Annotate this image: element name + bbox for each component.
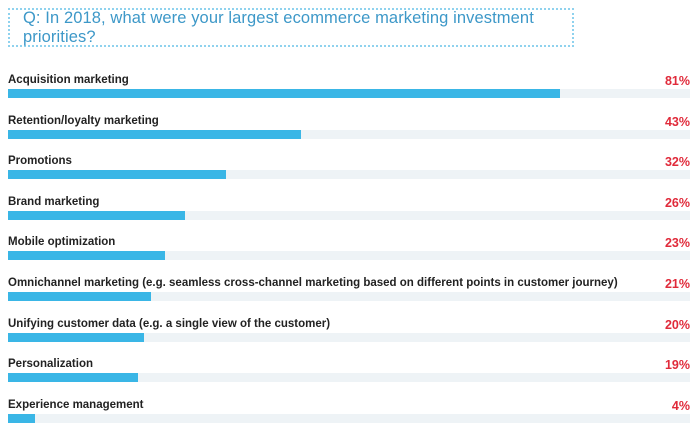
bar-row: Experience management 4% [0, 399, 700, 439]
value-label: 20% [664, 317, 690, 332]
value-label: 4% [671, 398, 690, 413]
bar-row: Omnichannel marketing (e.g. seamless cro… [0, 277, 700, 317]
category-label: Promotions [8, 155, 72, 168]
bar [8, 332, 145, 342]
category-label: Unifying customer data (e.g. a single vi… [8, 317, 331, 330]
bar-track [8, 373, 690, 383]
value-label: 81% [664, 74, 690, 88]
bar-row: Unifying customer data (e.g. a single vi… [0, 318, 700, 358]
bar-row: Personalization 19% [0, 358, 700, 398]
question-text: Q: In 2018, what were your largest ecomm… [23, 8, 534, 46]
bar [8, 129, 302, 139]
bar-row: Brand marketing 26% [0, 196, 700, 236]
bar-track [8, 129, 690, 139]
category-label: Omnichannel marketing (e.g. seamless cro… [8, 277, 618, 289]
category-label: Personalization [8, 358, 93, 371]
value-label: 32% [664, 155, 690, 170]
bar-row: Promotions 32% [0, 155, 700, 195]
bar [8, 251, 165, 261]
category-label: Acquisition marketing [8, 74, 129, 86]
value-label: 23% [664, 236, 690, 251]
bar-row: Mobile optimization 23% [0, 236, 700, 276]
value-label: 21% [664, 277, 690, 291]
bar [8, 292, 152, 301]
bar-row: Retention/loyalty marketing 43% [0, 115, 700, 155]
bar-track [8, 413, 690, 423]
bar [8, 413, 36, 423]
category-label: Mobile optimization [8, 236, 116, 249]
category-label: Experience management [8, 398, 144, 411]
bar-row: Acquisition marketing 81% [0, 74, 700, 114]
category-label: Brand marketing [8, 195, 100, 208]
value-label: 26% [664, 195, 690, 210]
bar-track [8, 292, 690, 301]
question-box: Q: In 2018, what were your largest ecomm… [8, 8, 574, 47]
value-label: 43% [664, 114, 690, 129]
bar-track [8, 210, 690, 220]
bar [8, 170, 227, 180]
value-label: 19% [664, 358, 690, 373]
bar-track [8, 89, 690, 98]
bar [8, 373, 138, 383]
category-label: Retention/loyalty marketing [8, 114, 159, 127]
bar-track [8, 332, 690, 342]
bar [8, 89, 561, 98]
bar [8, 210, 186, 220]
bar-track [8, 170, 690, 180]
bar-track [8, 251, 690, 261]
